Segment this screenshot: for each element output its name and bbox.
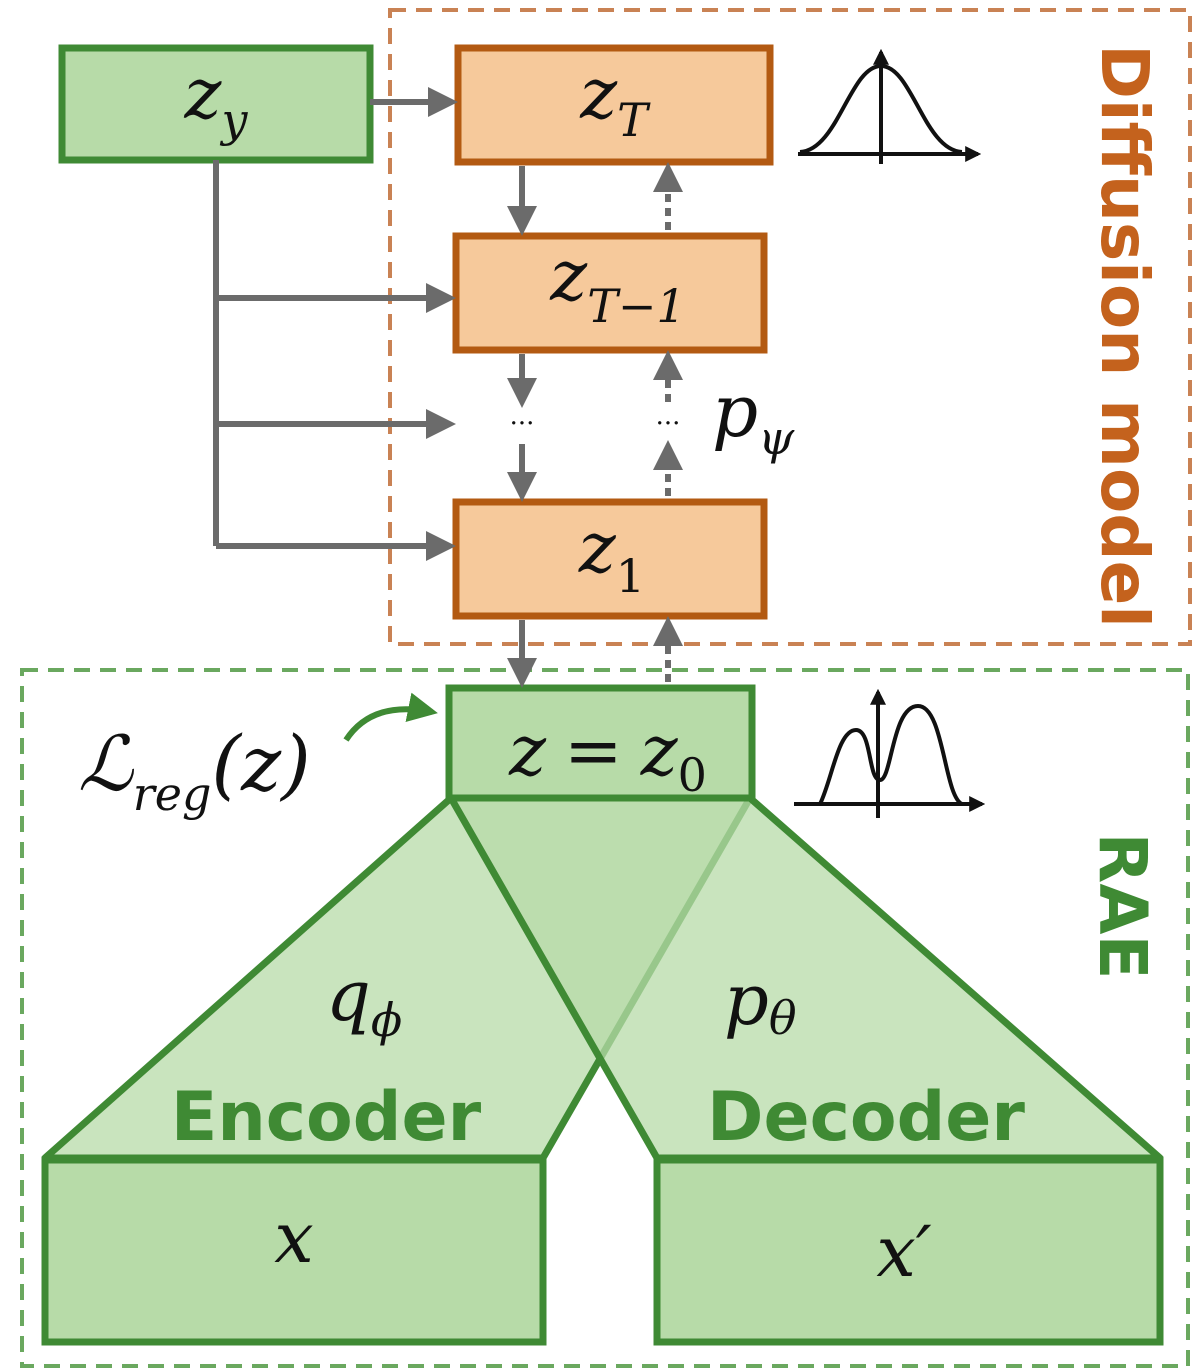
gaussian-curve-icon — [798, 48, 982, 164]
z0-label: z = z0 — [508, 710, 707, 802]
z0-box — [445, 684, 756, 802]
reg-loss-arrow — [343, 692, 438, 742]
rae-region — [20, 668, 1190, 1368]
z1-box — [452, 498, 768, 620]
zy-label: zy — [184, 53, 249, 147]
encoder-label: Encoder — [171, 1078, 482, 1157]
conditioning-arrows — [213, 87, 458, 561]
zT1-label: zT−1 — [549, 235, 685, 333]
bimodal-curve-icon — [794, 688, 986, 818]
diffusion-model-title: Diffusion model — [1086, 44, 1163, 628]
zT-box — [454, 44, 774, 166]
x-prime-label: x′ — [876, 1211, 931, 1293]
ellipsis-right: ··· — [656, 409, 681, 439]
q-phi-label: qϕ — [326, 955, 402, 1047]
rae-title: RAE — [1084, 833, 1161, 980]
ellipsis-left: ··· — [510, 409, 535, 439]
zT1-box — [452, 232, 768, 354]
diffusion-model-region — [388, 8, 1192, 646]
x-prime-box — [653, 1156, 1164, 1346]
reg-loss-label: ℒreg(z) — [78, 719, 311, 821]
z1-label: z1 — [578, 507, 645, 603]
x-label: x — [274, 1197, 313, 1279]
x-box — [41, 1156, 547, 1346]
p-psi-label: pψ — [712, 369, 795, 465]
p-theta-label: pθ — [724, 959, 797, 1045]
decoder-label: Decoder — [707, 1078, 1025, 1157]
zT-label: zT — [579, 53, 651, 147]
